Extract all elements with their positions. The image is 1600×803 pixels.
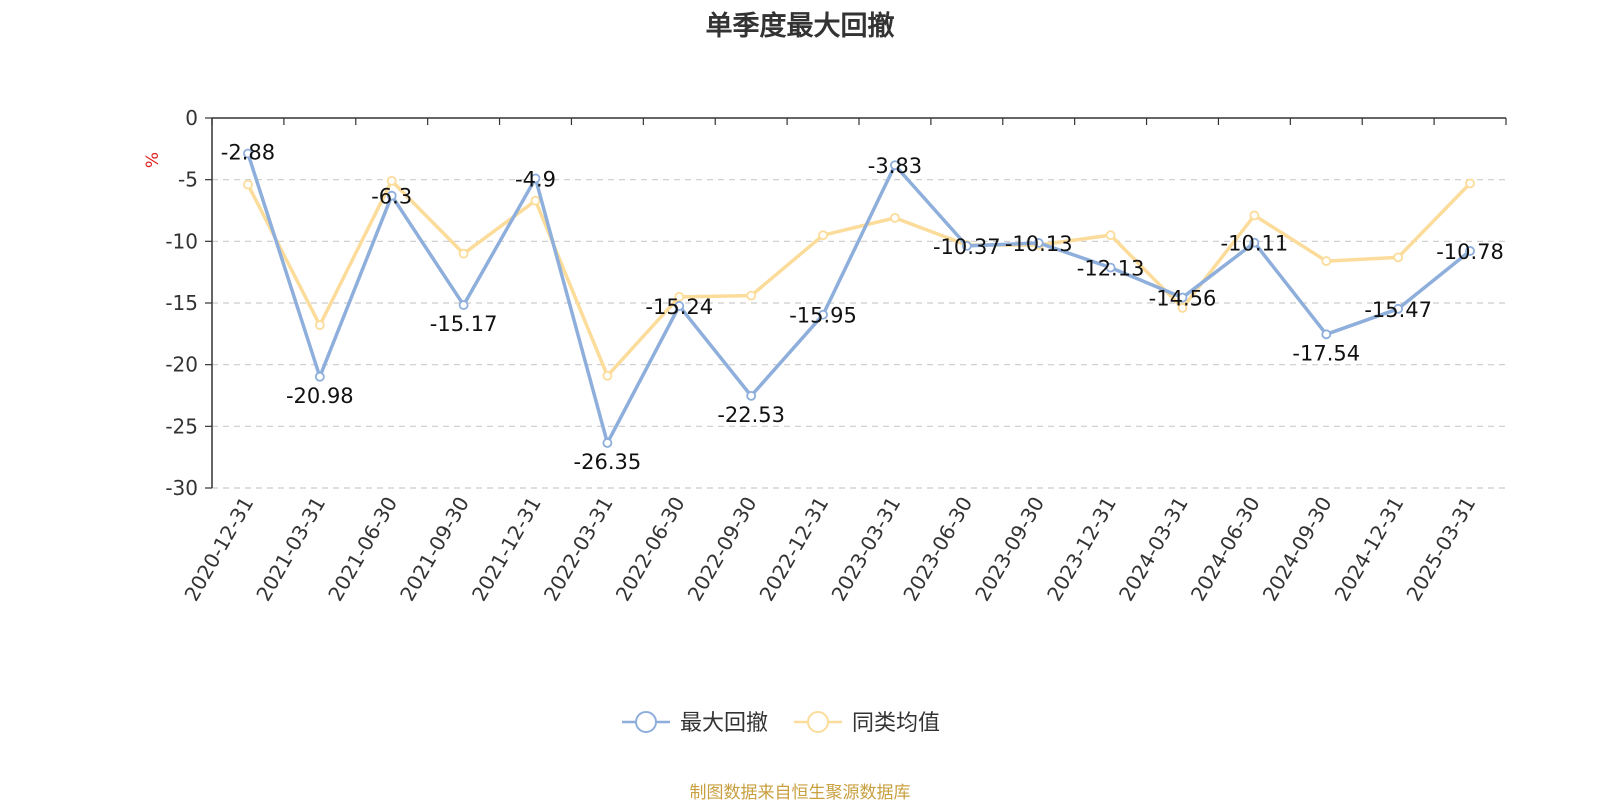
series-point-0 [602,438,613,448]
legend-marker [635,711,657,733]
grid-lines [212,179,1506,489]
x-tick-label: 2022-06-30 [611,493,690,606]
data-source-note: 制图数据来自恒生聚源数据库 [689,783,911,803]
y-tick-labels: 0 -5 -10 -15 -20 -25 -30 [165,106,198,500]
series-point-0 [674,301,685,311]
y-tick-label: -5 [178,168,198,192]
x-tick-label: 2023-03-31 [826,493,905,606]
data-label: -6.3 [371,185,412,209]
y-tick-label: 0 [185,106,198,130]
legend[interactable]: 最大回撤 同类均值 [622,711,940,736]
series-point-0 [890,160,900,171]
data-label: -26.35 [574,450,642,474]
series-layer [243,148,1475,448]
x-tick-label: 2023-06-30 [898,492,977,605]
series-point-1 [386,175,397,186]
series-point-0 [386,190,397,201]
series-point-0 [458,300,469,310]
legend-label: 同类均值 [852,711,940,736]
y-tick-label: -25 [165,414,198,438]
data-label: -15.95 [789,304,857,328]
data-label: -22.53 [717,403,785,427]
data-label: -20.98 [286,384,354,408]
legend-item-1[interactable]: 同类均值 [794,711,940,736]
x-tick-labels: 2020-12-312021-03-312021-06-302021-09-30… [179,492,1480,605]
x-tick-label: 2025-03-31 [1401,493,1480,606]
data-label: -12.13 [1077,257,1145,281]
data-label: -15.24 [645,295,713,319]
series-point-1 [530,195,541,206]
series-point-0 [530,173,541,184]
legend-label: 最大回撤 [680,711,768,736]
x-tick-label: 2023-09-30 [970,493,1049,606]
series-point-0 [1321,329,1332,340]
data-label: -10.11 [1221,232,1289,256]
series-point-1 [1465,178,1475,189]
series-point-1 [1321,256,1332,266]
series-point-0 [818,309,828,320]
x-tick-label: 2022-03-31 [539,493,618,606]
x-tick-label: 2021-12-31 [467,493,546,606]
data-label: -10.37 [933,235,1001,259]
legend-marker [807,711,829,733]
data-label: -4.9 [515,167,556,191]
series-point-1 [458,248,469,259]
y-tick-label: -20 [165,353,198,377]
data-label: -3.83 [868,154,922,178]
series-point-0 [1465,246,1475,256]
series-point-0 [1393,303,1404,314]
chart-title: 单季度最大回撤 [705,11,895,42]
series-point-0 [961,240,972,251]
series-point-0 [1177,292,1188,303]
x-tick-label: 2023-12-31 [1042,493,1121,606]
x-tick-label: 2024-06-30 [1186,493,1265,606]
x-tick-label: 2021-03-31 [251,493,330,606]
data-label: -14.56 [1149,287,1217,311]
x-tick-label: 2024-09-30 [1258,493,1337,606]
series-point-1 [1249,210,1260,221]
axes [205,117,1507,489]
y-axis-unit: % [143,152,163,168]
series-point-0 [314,371,325,382]
series-point-1 [1393,252,1404,263]
data-label: -17.54 [1292,341,1360,365]
series-line-0 [246,152,1472,445]
series-point-1 [1105,230,1116,241]
data-label: -15.17 [430,312,498,336]
series-point-0 [1105,262,1116,273]
x-tick-label: 2020-12-31 [179,493,258,606]
x-tick-label: 2021-06-30 [323,493,402,606]
x-tick-label: 2022-09-30 [683,493,762,606]
series-point-0 [243,148,253,159]
data-label: -10.78 [1436,240,1504,264]
series-point-1 [746,290,757,301]
series-point-0 [1249,237,1260,248]
data-label: -2.88 [221,141,275,165]
data-labels: -2.88 -20.98 -6.3 -15.17 -4.9 -26.35 -15.24 -22… [221,141,1504,474]
series-point-1 [243,179,253,190]
series-point-1 [314,320,325,331]
series-point-0 [1033,238,1044,248]
y-tick-label: -15 [165,291,198,315]
y-tick-label: -30 [165,476,198,500]
y-tick-label: -10 [165,229,198,253]
x-tick-label: 2024-03-31 [1114,493,1193,606]
series-point-0 [746,390,757,401]
series-line-1 [246,179,1472,378]
data-label: -10.13 [1005,232,1073,256]
series-point-1 [602,370,613,381]
x-tick-label: 2022-12-31 [754,493,833,606]
series-point-1 [1177,303,1188,313]
x-tick-label: 2024-12-31 [1330,493,1409,606]
x-tick-label: 2021-09-30 [395,492,474,605]
legend-item-0[interactable]: 最大回撤 [622,711,768,736]
series-point-1 [890,212,900,223]
series-point-1 [818,230,828,241]
series-point-1 [674,291,685,302]
data-label: -15.47 [1364,298,1432,322]
